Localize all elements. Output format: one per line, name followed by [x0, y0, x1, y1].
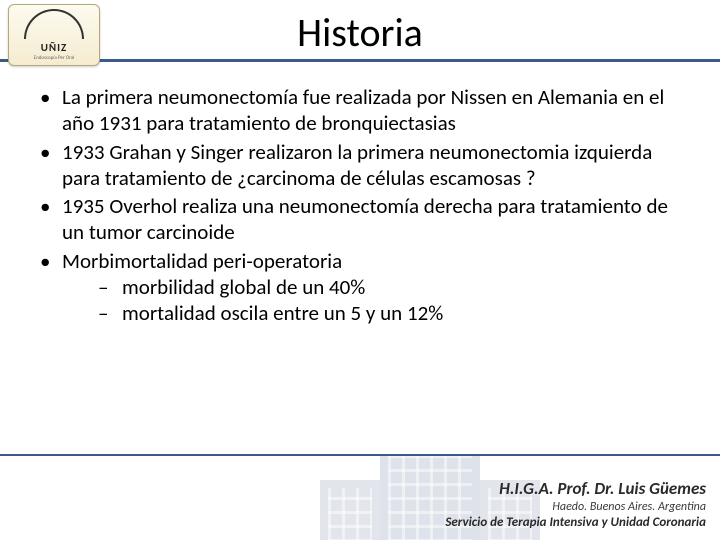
logo-arc-icon: [24, 9, 84, 39]
footer-text-block: H.I.G.A. Prof. Dr. Luis Güemes Haedo. Bu…: [445, 478, 706, 530]
footer-institution: H.I.G.A. Prof. Dr. Luis Güemes: [445, 478, 706, 499]
slide-footer: H.I.G.A. Prof. Dr. Luis Güemes Haedo. Bu…: [0, 454, 720, 540]
logo-text: UÑIZ: [41, 41, 68, 54]
bullet-list: La primera neumonectomía fue realizada p…: [32, 84, 688, 326]
sub-bullet-list: morbilidad global de un 40% mortalidad o…: [62, 274, 688, 327]
list-item: 1933 Grahan y Singer realizaron la prime…: [32, 139, 688, 192]
sub-bullet-text: mortalidad oscila entre un 5 y un 12%: [122, 300, 443, 326]
logo-subtext: Endoscopía Per Oral: [34, 55, 75, 61]
list-item: Morbimortalidad peri-operatoria morbilid…: [32, 248, 688, 327]
sub-bullet-text: morbilidad global de un 40%: [122, 274, 365, 300]
list-item: 1935 Overhol realiza una neumonectomía d…: [32, 193, 688, 246]
bullet-text: Morbimortalidad peri-operatoria: [62, 248, 342, 274]
list-item: La primera neumonectomía fue realizada p…: [32, 84, 688, 137]
list-item: morbilidad global de un 40%: [98, 274, 688, 300]
content-body: La primera neumonectomía fue realizada p…: [0, 62, 720, 326]
page-title: Historia: [0, 0, 720, 57]
footer-location: Haedo. Buenos Aires. Argentina: [445, 500, 706, 514]
footer-department: Servicio de Terapia Intensiva y Unidad C…: [445, 515, 706, 530]
slide-header: UÑIZ Endoscopía Per Oral Historia: [0, 0, 720, 62]
bullet-text: La primera neumonectomía fue realizada p…: [62, 84, 664, 136]
bullet-text: 1935 Overhol realiza una neumonectomía d…: [62, 193, 668, 245]
list-item: mortalidad oscila entre un 5 y un 12%: [98, 300, 688, 326]
bullet-text: 1933 Grahan y Singer realizaron la prime…: [62, 139, 652, 191]
logo-badge: UÑIZ Endoscopía Per Oral: [8, 4, 100, 66]
